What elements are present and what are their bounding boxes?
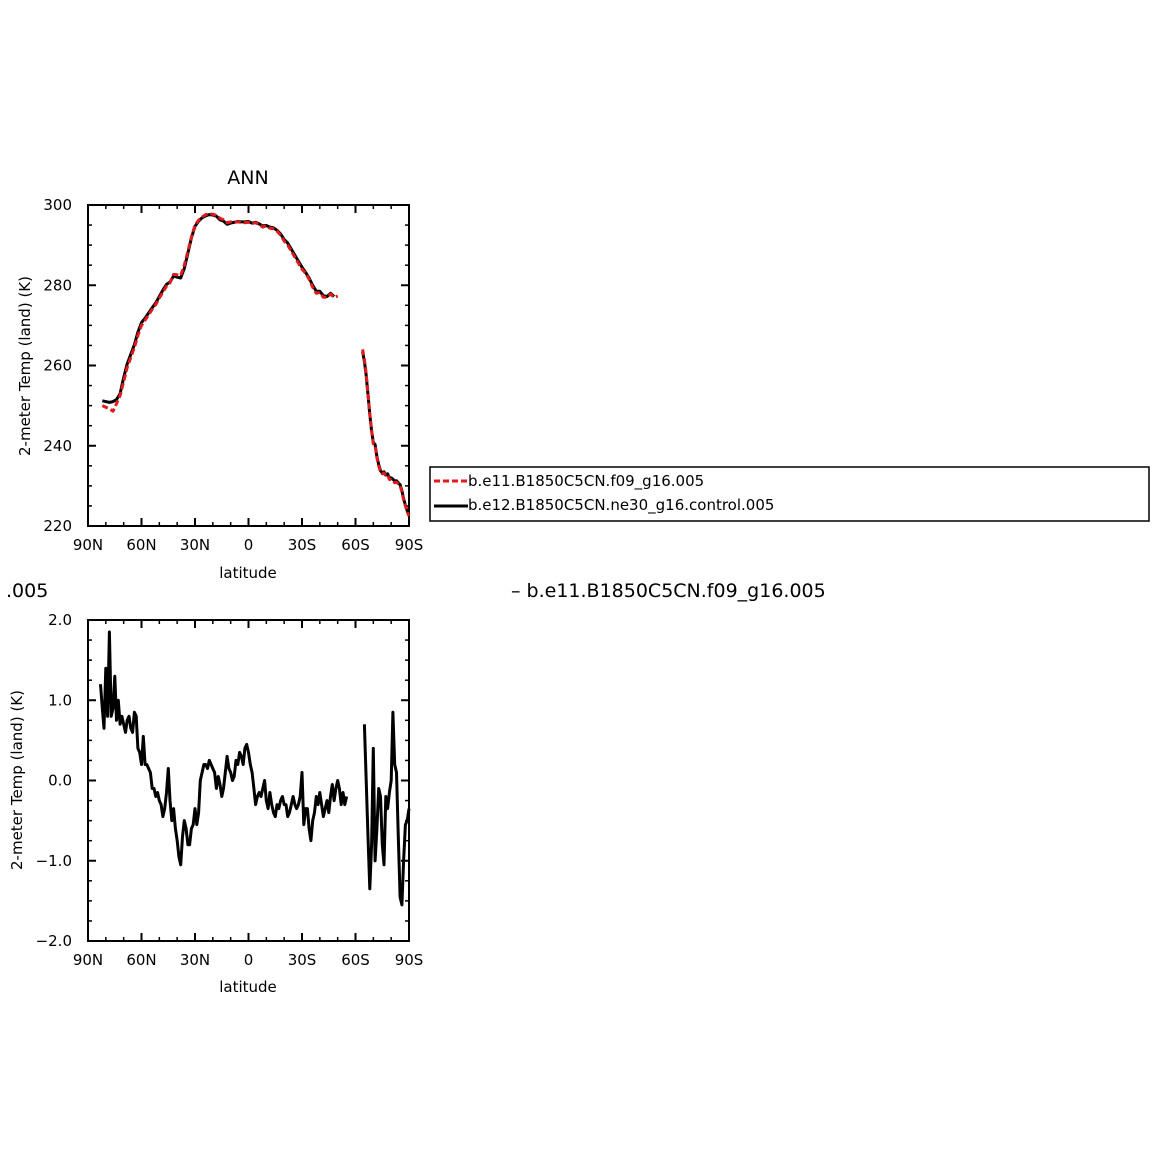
- top-panel-xlabel: latitude: [219, 564, 277, 582]
- top-panel-ytick-label: 280: [43, 276, 72, 294]
- top-panel-ytick-label: 240: [43, 437, 72, 455]
- top-panel-xtick-label: 30S: [288, 536, 317, 554]
- bottom-panel-xtick-label: 30S: [288, 951, 317, 969]
- bottom-panel-ytick-label: 1.0: [48, 691, 72, 709]
- legend-label-red: b.e11.B1850C5CN.f09_g16.005: [468, 472, 704, 491]
- series-line-f09: [101, 212, 339, 413]
- top-panel-ytick-label: 260: [43, 357, 72, 375]
- top-panel-xtick-label: 0: [244, 536, 254, 554]
- bottom-panel-ytick-label: −1.0: [36, 852, 72, 870]
- top-panel-xtick-label: 60S: [341, 536, 370, 554]
- clipped-left-fragment: .005: [6, 580, 48, 602]
- clipped-right-fragment: – b.e11.B1850C5CN.f09_g16.005: [511, 580, 826, 602]
- top-panel-ylabel: 2-meter Temp (land) (K): [16, 276, 34, 456]
- top-panel-title: ANN: [227, 167, 268, 189]
- bottom-panel-ytick-label: −2.0: [36, 932, 72, 950]
- bottom-panel-xtick-label: 60S: [341, 951, 370, 969]
- difference-line: [99, 630, 349, 867]
- bottom-panel-xlabel: latitude: [219, 978, 277, 996]
- bottom-panel-xtick-label: 0: [244, 951, 254, 969]
- legend: b.e11.B1850C5CN.f09_g16.005 b.e12.B1850C…: [429, 466, 1150, 522]
- top-panel-xtick-label: 60N: [126, 536, 156, 554]
- bottom-panel-xtick-label: 90S: [395, 951, 424, 969]
- series-line-ne30: [101, 213, 336, 404]
- bottom-panel-xtick-label: 90N: [73, 951, 103, 969]
- legend-box: [429, 466, 1150, 522]
- top-panel-xtick-label: 90S: [395, 536, 424, 554]
- bottom-panel-ytick-label: 2.0: [48, 611, 72, 629]
- top-panel: ANN 90N 60N 30N 0 30S 60S 90S 220 240 260 280 300 l…: [16, 167, 423, 582]
- bottom-panel-frame: [87, 619, 410, 942]
- top-panel-ytick-label: 220: [43, 517, 72, 535]
- difference-line-south: [362, 710, 411, 907]
- bottom-panel-xtick-label: 30N: [180, 951, 210, 969]
- bottom-panel: 90N 60N 30N 0 30S 60S 90S −2.0 −1.0 0.0 1.0 2.0 lat…: [8, 611, 423, 996]
- top-panel-xtick-label: 90N: [73, 536, 103, 554]
- top-panel-frame: [87, 204, 410, 527]
- bottom-panel-xtick-label: 60N: [126, 951, 156, 969]
- bottom-panel-ytick-label: 0.0: [48, 772, 72, 790]
- top-panel-xtick-label: 30N: [180, 536, 210, 554]
- series-line-south-f09: [361, 349, 411, 517]
- legend-label-black: b.e12.B1850C5CN.ne30_g16.control.005: [468, 496, 774, 515]
- top-panel-ytick-label: 300: [43, 196, 72, 214]
- bottom-panel-ylabel: 2-meter Temp (land) (K): [8, 690, 26, 870]
